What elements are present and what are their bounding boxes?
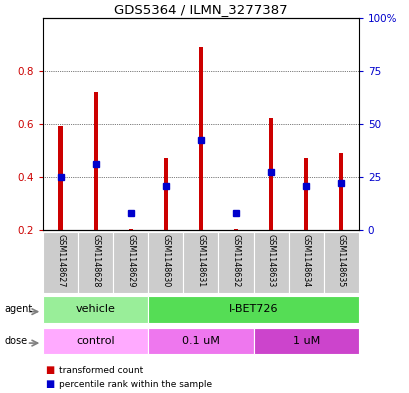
Bar: [148, 232, 183, 293]
Bar: [113, 232, 148, 293]
Text: GSM1148632: GSM1148632: [231, 234, 240, 288]
Bar: [128, 229, 133, 230]
Bar: [78, 232, 113, 293]
Bar: [148, 328, 253, 354]
Bar: [93, 92, 97, 230]
Text: GSM1148627: GSM1148627: [56, 234, 65, 288]
Bar: [148, 296, 358, 323]
Text: percentile rank within the sample: percentile rank within the sample: [59, 380, 212, 389]
Bar: [303, 158, 308, 230]
Bar: [183, 232, 218, 293]
Text: GSM1148635: GSM1148635: [336, 234, 345, 288]
Bar: [268, 118, 272, 230]
Bar: [253, 232, 288, 293]
Text: control: control: [76, 336, 115, 346]
Text: I-BET726: I-BET726: [228, 305, 278, 314]
Bar: [58, 127, 63, 230]
Text: ■: ■: [45, 379, 54, 389]
Bar: [338, 153, 342, 230]
Text: 0.1 uM: 0.1 uM: [182, 336, 219, 346]
Text: transformed count: transformed count: [59, 366, 143, 375]
Bar: [163, 158, 168, 230]
Bar: [43, 296, 148, 323]
Text: vehicle: vehicle: [76, 305, 115, 314]
Text: agent: agent: [4, 305, 32, 314]
Text: GSM1148634: GSM1148634: [301, 235, 310, 288]
Bar: [233, 229, 238, 230]
Text: 1 uM: 1 uM: [292, 336, 319, 346]
Title: GDS5364 / ILMN_3277387: GDS5364 / ILMN_3277387: [114, 4, 287, 17]
Bar: [198, 47, 202, 230]
Bar: [43, 328, 148, 354]
Text: GSM1148629: GSM1148629: [126, 234, 135, 288]
Bar: [218, 232, 253, 293]
Bar: [323, 232, 358, 293]
Text: GSM1148630: GSM1148630: [161, 235, 170, 288]
Bar: [288, 232, 323, 293]
Text: dose: dose: [4, 336, 27, 346]
Text: ■: ■: [45, 365, 54, 375]
Text: GSM1148631: GSM1148631: [196, 235, 205, 288]
Bar: [43, 232, 78, 293]
Bar: [253, 328, 358, 354]
Text: GSM1148633: GSM1148633: [266, 235, 275, 288]
Text: GSM1148628: GSM1148628: [91, 234, 100, 288]
